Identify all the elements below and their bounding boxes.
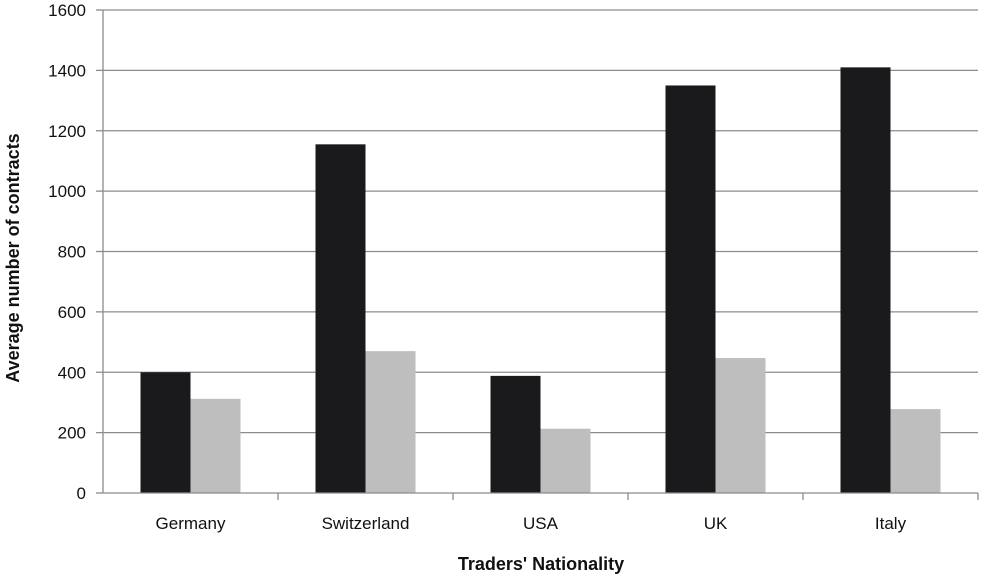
gridlines <box>96 9 978 494</box>
x-tick-label: Germany <box>156 514 226 533</box>
bar-series1-italy <box>840 67 891 493</box>
y-tick-label: 1400 <box>48 61 86 80</box>
bar-series1-usa <box>490 375 541 493</box>
x-tick-label: UK <box>704 514 728 533</box>
bar-series1-switzerland <box>315 144 366 493</box>
y-tick-labels: 0 200 400 600 800 1000 1200 1400 1600 <box>48 1 86 503</box>
bar-series2-switzerland <box>365 351 416 493</box>
x-tick-label: USA <box>523 514 559 533</box>
y-tick-label: 200 <box>58 424 86 443</box>
bars <box>140 67 941 493</box>
bar-series2-italy <box>890 409 941 493</box>
y-tick-label: 400 <box>58 363 86 382</box>
y-tick-label: 0 <box>77 484 86 503</box>
bar-series2-germany <box>190 398 241 493</box>
axes <box>102 10 979 500</box>
x-axis-title: Traders' Nationality <box>458 554 624 574</box>
bar-series2-uk <box>715 358 766 493</box>
x-tick-label: Switzerland <box>322 514 410 533</box>
y-tick-label: 1000 <box>48 182 86 201</box>
x-tick-labels: Germany Switzerland USA UK Italy <box>156 514 907 533</box>
bar-series1-uk <box>665 85 716 493</box>
bar-series2-usa <box>540 428 591 493</box>
y-tick-label: 1600 <box>48 1 86 20</box>
y-tick-label: 1200 <box>48 122 86 141</box>
y-tick-label: 600 <box>58 303 86 322</box>
y-tick-label: 800 <box>58 243 86 262</box>
bar-series1-germany <box>140 372 191 493</box>
y-axis-title: Average number of contracts <box>3 133 23 382</box>
x-tick-label: Italy <box>875 514 907 533</box>
